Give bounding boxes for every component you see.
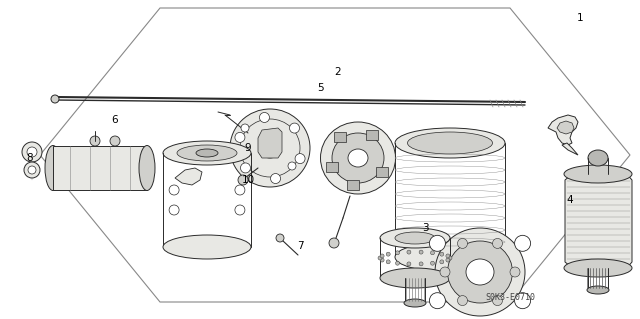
- Circle shape: [440, 260, 444, 264]
- Ellipse shape: [177, 145, 237, 161]
- Ellipse shape: [404, 299, 426, 307]
- Ellipse shape: [380, 268, 450, 288]
- Circle shape: [27, 147, 37, 157]
- Circle shape: [90, 136, 100, 146]
- Ellipse shape: [45, 145, 61, 190]
- Circle shape: [407, 250, 411, 254]
- Text: 9: 9: [244, 143, 252, 153]
- Polygon shape: [258, 128, 282, 158]
- Circle shape: [24, 162, 40, 178]
- Ellipse shape: [332, 133, 384, 183]
- Circle shape: [235, 132, 245, 142]
- Circle shape: [396, 251, 399, 255]
- Circle shape: [448, 256, 452, 260]
- Circle shape: [515, 235, 531, 251]
- Ellipse shape: [51, 95, 59, 103]
- Ellipse shape: [587, 286, 609, 294]
- Ellipse shape: [196, 149, 218, 157]
- Circle shape: [419, 250, 423, 254]
- Ellipse shape: [230, 109, 310, 187]
- Text: 4: 4: [566, 195, 573, 205]
- Circle shape: [288, 162, 296, 170]
- Circle shape: [295, 154, 305, 164]
- Ellipse shape: [321, 122, 396, 194]
- Polygon shape: [326, 162, 338, 172]
- Polygon shape: [347, 180, 359, 189]
- Text: 6: 6: [112, 115, 118, 125]
- Circle shape: [235, 185, 245, 195]
- Ellipse shape: [259, 138, 281, 158]
- Circle shape: [329, 238, 339, 248]
- Circle shape: [169, 205, 179, 215]
- Circle shape: [396, 261, 399, 265]
- Ellipse shape: [163, 235, 251, 259]
- Text: 1: 1: [577, 13, 583, 23]
- Text: 2: 2: [335, 67, 341, 77]
- Text: 3: 3: [422, 223, 428, 233]
- Circle shape: [271, 174, 280, 183]
- Circle shape: [440, 252, 444, 256]
- Ellipse shape: [395, 242, 505, 272]
- Circle shape: [259, 113, 269, 122]
- Text: S0K3-E0710: S0K3-E0710: [485, 293, 535, 302]
- Ellipse shape: [380, 228, 450, 248]
- Polygon shape: [334, 132, 346, 142]
- Polygon shape: [376, 167, 388, 176]
- Circle shape: [380, 258, 384, 262]
- Polygon shape: [366, 130, 378, 140]
- Circle shape: [446, 254, 450, 258]
- Circle shape: [380, 254, 384, 258]
- Ellipse shape: [435, 228, 525, 316]
- Polygon shape: [175, 168, 202, 185]
- Circle shape: [429, 235, 445, 251]
- Ellipse shape: [395, 232, 435, 244]
- Circle shape: [386, 260, 390, 264]
- Circle shape: [431, 251, 435, 255]
- Polygon shape: [53, 146, 147, 190]
- Text: 5: 5: [317, 83, 323, 93]
- Circle shape: [22, 142, 42, 162]
- Ellipse shape: [348, 149, 368, 167]
- Circle shape: [446, 258, 450, 262]
- Ellipse shape: [588, 150, 608, 166]
- Circle shape: [431, 261, 435, 265]
- Circle shape: [110, 136, 120, 146]
- Polygon shape: [565, 168, 632, 274]
- Ellipse shape: [466, 259, 494, 285]
- Circle shape: [493, 238, 502, 249]
- Polygon shape: [557, 121, 574, 134]
- Circle shape: [510, 267, 520, 277]
- Circle shape: [407, 262, 411, 266]
- Ellipse shape: [447, 241, 513, 303]
- Circle shape: [289, 123, 300, 133]
- Ellipse shape: [564, 259, 632, 277]
- Polygon shape: [562, 143, 578, 155]
- Ellipse shape: [163, 141, 251, 165]
- Circle shape: [235, 205, 245, 215]
- Circle shape: [378, 256, 382, 260]
- Circle shape: [241, 124, 249, 132]
- Circle shape: [515, 293, 531, 309]
- Ellipse shape: [408, 132, 493, 154]
- Circle shape: [238, 175, 248, 185]
- Circle shape: [169, 185, 179, 195]
- Circle shape: [458, 238, 467, 249]
- Ellipse shape: [395, 128, 505, 158]
- Circle shape: [429, 293, 445, 309]
- Text: 10: 10: [241, 175, 255, 185]
- Polygon shape: [548, 115, 578, 145]
- Circle shape: [419, 262, 423, 266]
- Circle shape: [458, 296, 467, 306]
- Text: 7: 7: [297, 241, 303, 251]
- Ellipse shape: [139, 145, 155, 190]
- Circle shape: [493, 296, 502, 306]
- Circle shape: [440, 267, 450, 277]
- Circle shape: [28, 166, 36, 174]
- Circle shape: [241, 163, 250, 173]
- Circle shape: [386, 252, 390, 256]
- Circle shape: [276, 234, 284, 242]
- Ellipse shape: [564, 165, 632, 183]
- Text: 8: 8: [27, 153, 33, 163]
